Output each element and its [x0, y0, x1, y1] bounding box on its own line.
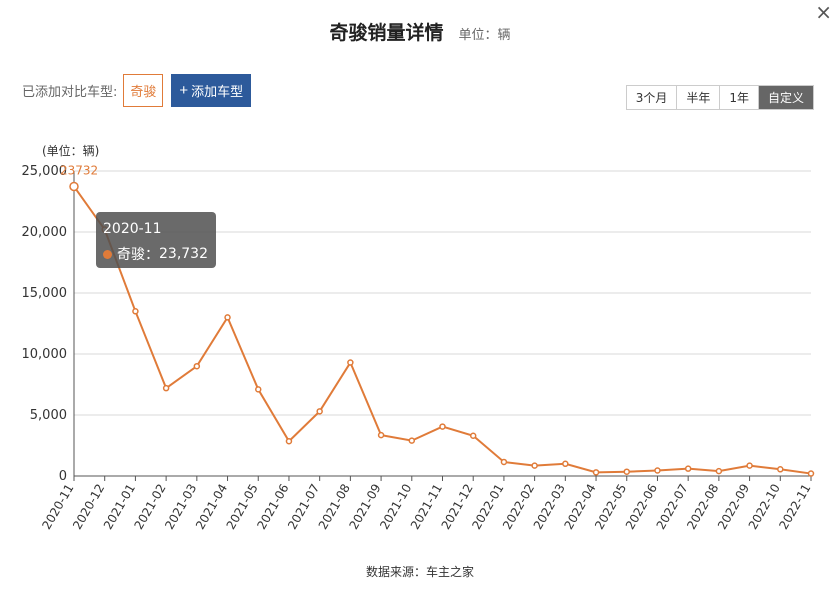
- tooltip-series: 奇骏: [117, 247, 145, 263]
- data-point: [469, 432, 477, 439]
- add-car-button[interactable]: + 添加车型: [171, 73, 252, 107]
- data-point: [684, 465, 692, 472]
- data-point: [193, 362, 201, 370]
- add-car-label: 添加车型: [191, 83, 244, 99]
- data-point: [592, 469, 600, 476]
- tooltip-row: 奇骏 ： 23,732: [103, 244, 208, 264]
- compare-bar: 已添加对比车型: 奇骏 + 添加车型: [22, 73, 252, 107]
- data-point: [562, 460, 569, 468]
- chart-tooltip: 2020-11 奇骏 ： 23,732: [96, 212, 216, 268]
- range-custom[interactable]: 自定义: [757, 86, 813, 109]
- data-point: [439, 423, 446, 430]
- data-point: [807, 470, 815, 477]
- data-point: [408, 437, 416, 444]
- data-point: [623, 468, 630, 475]
- data-point: [746, 462, 753, 469]
- data-point: [500, 458, 508, 466]
- data-point: [377, 431, 385, 439]
- compare-label: 已添加对比车型:: [22, 84, 118, 100]
- data-point: [132, 308, 139, 315]
- title-unit: 单位：辆: [458, 28, 511, 43]
- data-point: [224, 314, 231, 321]
- y-tick-label: 25,000: [22, 164, 68, 179]
- y-tick-label: 15,000: [22, 286, 68, 301]
- data-source: 数据来源：车主之家: [365, 565, 474, 579]
- page-title: 奇骏销量详情: [329, 22, 444, 44]
- data-point: [531, 462, 538, 469]
- title-row: 奇骏销量详情 单位：辆: [0, 18, 840, 45]
- data-point: [69, 181, 79, 192]
- data-point: [347, 359, 354, 366]
- y-tick-label: 10,000: [22, 347, 68, 362]
- tooltip-value: 23,732: [159, 246, 208, 262]
- range-half-year[interactable]: 半年: [676, 86, 720, 109]
- data-point: [285, 437, 293, 445]
- data-point: [654, 467, 661, 474]
- compared-car-tag[interactable]: 奇骏: [123, 73, 164, 107]
- series-dot-icon: [103, 249, 112, 259]
- tooltip-separator: ：: [145, 247, 159, 263]
- y-tick-label: 0: [59, 469, 67, 484]
- y-tick-label: 20,000: [22, 225, 68, 240]
- data-point: [316, 408, 323, 415]
- data-point: [715, 467, 723, 475]
- range-3-months[interactable]: 3个月: [626, 86, 677, 109]
- time-range-selector: 3个月 半年 1年 自定义: [625, 85, 814, 110]
- data-point: [777, 466, 784, 473]
- data-label-first-point: 23732: [60, 163, 98, 177]
- tooltip-date: 2020-11: [103, 221, 162, 237]
- y-tick-label: 5,000: [30, 408, 67, 423]
- data-point: [162, 384, 170, 392]
- y-axis-unit: (单位：辆): [42, 144, 100, 158]
- plus-icon: +: [179, 81, 189, 99]
- range-1-year[interactable]: 1年: [719, 86, 758, 109]
- close-icon[interactable]: ×: [815, 0, 832, 24]
- data-point: [255, 386, 262, 393]
